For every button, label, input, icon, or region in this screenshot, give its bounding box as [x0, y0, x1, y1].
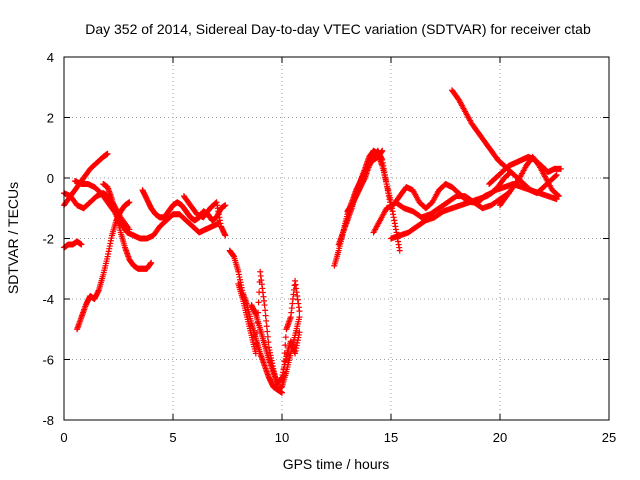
data-point	[558, 165, 565, 172]
data-point	[262, 312, 269, 319]
grid-lines	[64, 57, 609, 420]
series-track-7	[139, 187, 229, 224]
series-track-14	[344, 147, 394, 215]
series-track-11	[248, 302, 303, 387]
y-tick-label: 0	[47, 171, 54, 186]
data-point	[279, 389, 285, 396]
y-tick-label: -4	[42, 292, 54, 307]
data-point	[261, 302, 268, 309]
data-point	[126, 199, 133, 206]
data-point	[262, 307, 269, 314]
series-track-4	[74, 199, 133, 333]
data-point	[296, 329, 303, 336]
data-point	[396, 247, 403, 254]
data-point	[252, 350, 259, 357]
series-track-1	[61, 150, 111, 209]
x-tick-label: 15	[384, 430, 398, 445]
data-point	[78, 241, 85, 248]
data-point	[148, 259, 155, 266]
y-axis-label: SDTVAR / TECUs	[5, 182, 21, 294]
series-track-8	[180, 193, 229, 239]
x-tick-label: 10	[275, 430, 289, 445]
data-point	[555, 192, 562, 199]
y-tick-label: 2	[47, 111, 54, 126]
data-point	[253, 340, 260, 347]
plot-frame	[63, 56, 610, 421]
data-point	[296, 308, 303, 315]
chart-title: Day 352 of 2014, Sidereal Day-to-day VTE…	[85, 21, 591, 37]
y-tick-label: -2	[42, 232, 54, 247]
data-point	[263, 323, 270, 330]
series-track-17	[392, 190, 512, 221]
y-tick-label: -6	[42, 353, 54, 368]
data-point	[263, 317, 270, 324]
y-tick-label: 4	[47, 50, 54, 65]
data-point	[255, 299, 262, 306]
data-point	[296, 314, 303, 321]
series-track-10	[235, 268, 303, 396]
x-tick-label: 5	[169, 430, 176, 445]
data-point	[264, 333, 271, 340]
data-point	[552, 172, 559, 179]
y-tick-label: -8	[42, 413, 54, 428]
x-tick-label: 20	[493, 430, 507, 445]
data-point	[282, 334, 289, 341]
data-point	[222, 232, 229, 239]
axis-tick-labels: 0 5 10 15 20 25 -8 -6 -4 -2 0 2 4	[42, 50, 616, 445]
series-track-3	[61, 238, 85, 251]
data-point	[279, 381, 286, 388]
x-tick-label: 25	[602, 430, 616, 445]
data-points	[61, 87, 565, 396]
data-point	[553, 171, 560, 178]
series-track-12	[331, 147, 386, 269]
series-track-6	[71, 178, 222, 242]
data-point	[264, 328, 271, 335]
data-point	[222, 202, 229, 209]
series-track-20	[497, 153, 562, 209]
data-point	[104, 150, 111, 157]
data-point	[555, 193, 562, 200]
x-axis-label: GPS time / hours	[283, 456, 390, 472]
x-tick-label: 0	[60, 430, 67, 445]
